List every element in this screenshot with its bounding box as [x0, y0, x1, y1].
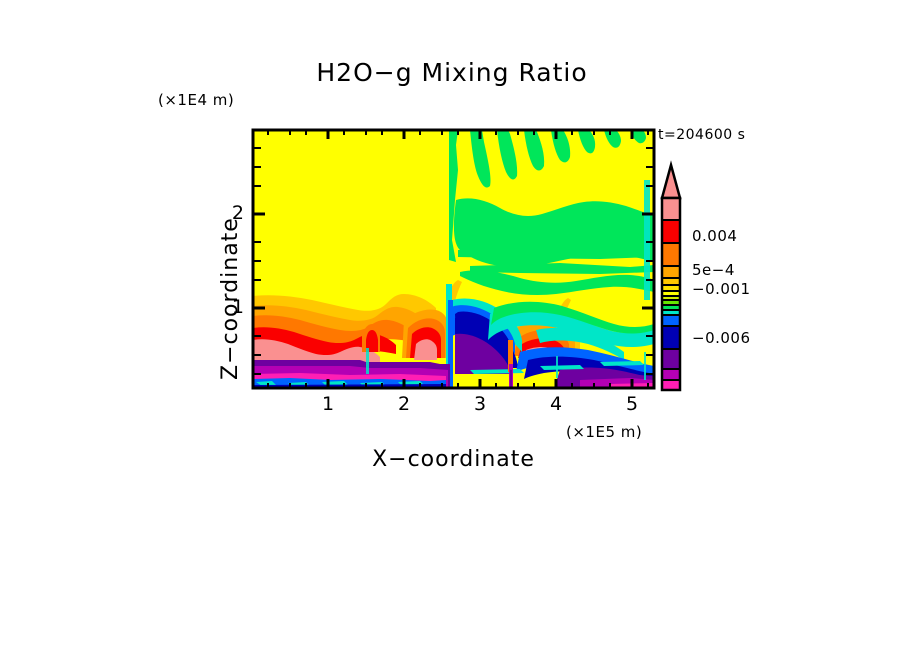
- contour-band-warm: [253, 280, 580, 371]
- colorbar-tick-label: 5e−4: [692, 261, 735, 279]
- colorbar-segment: [661, 197, 681, 221]
- contour-thin-streaks: [366, 348, 646, 380]
- time-annotation: t=204600 s: [658, 127, 746, 143]
- y-tick-label: 1: [231, 296, 244, 318]
- x-tick-label: 3: [473, 393, 487, 415]
- y-axis-unit-label: (×1E4 m): [158, 91, 235, 109]
- y-tick-label: 2: [231, 202, 244, 224]
- x-tick-label: 1: [321, 393, 335, 415]
- colorbar-arrow-icon: [660, 160, 682, 200]
- contour-band-bottom: [253, 360, 654, 388]
- x-tick-label: 5: [625, 393, 639, 415]
- colorbar-tick-label: −0.006: [692, 329, 751, 347]
- x-axis-unit-label: (×1E5 m): [566, 423, 643, 441]
- colorbar-segment: [661, 265, 681, 279]
- x-tick-label: 4: [549, 393, 563, 415]
- page-title: H2O−g Mixing Ratio: [316, 58, 588, 87]
- colorbar-segment: [661, 348, 681, 370]
- axis-ticks: [253, 130, 654, 388]
- colorbar-frame: [660, 196, 682, 392]
- colorbar-segment: [661, 368, 681, 381]
- colorbar: [660, 160, 682, 392]
- colorbar-segment: [661, 277, 681, 286]
- colorbar-tick-label: −0.001: [692, 280, 751, 298]
- contour-field: [253, 130, 654, 388]
- colorbar-segment: [661, 379, 681, 391]
- colorbar-segment: [661, 314, 681, 327]
- x-axis-title: X−coordinate: [372, 447, 535, 472]
- x-tick-label: 2: [397, 393, 411, 415]
- colorbar-segment: [661, 325, 681, 350]
- contour-vertical-jet: [508, 340, 513, 388]
- colorbar-tick-label: 0.004: [692, 227, 738, 245]
- plot-frame: [251, 128, 656, 390]
- colorbar-segment: [661, 242, 681, 267]
- colorbar-segment: [661, 219, 681, 244]
